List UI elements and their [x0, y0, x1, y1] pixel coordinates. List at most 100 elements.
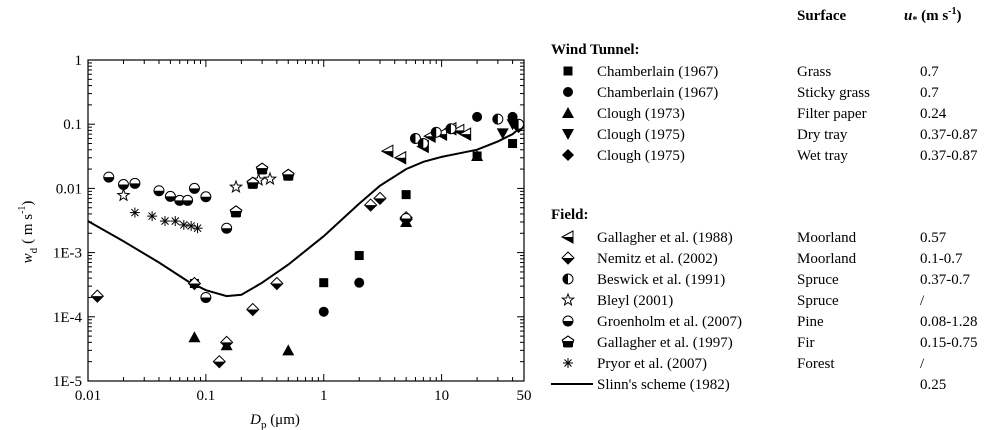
data-point-series-6	[373, 191, 387, 206]
legend-row-5: Gallagher et al. (1988) Moorland 0.57	[560, 230, 947, 246]
data-point-series-9	[200, 291, 212, 303]
legend-row-11: Pryor et al. (2007) Forest /	[563, 356, 925, 372]
legend-surface: Grass	[797, 64, 831, 80]
data-point-series-6	[270, 276, 284, 291]
legend-label: Nemitz et al. (2002)	[597, 251, 718, 267]
x-tick-label: 50	[517, 388, 532, 404]
legend-surface: Moorland	[797, 251, 857, 267]
data-point-series-9	[117, 179, 129, 191]
legend-marker	[562, 107, 574, 118]
data-point-series-11	[159, 216, 170, 227]
legend-surface: Filter paper	[797, 106, 867, 122]
plot-frame	[87, 59, 525, 382]
data-point-series-0	[319, 278, 329, 288]
legend-group-wind-tunnel: Wind Tunnel:	[551, 42, 640, 58]
y-axis-label: wd( m s-1)	[17, 201, 40, 264]
legend-surface: Spruce	[797, 293, 839, 309]
data-point-series-8	[228, 179, 244, 194]
y-tick-label: 1	[75, 53, 83, 69]
legend-marker	[560, 292, 576, 307]
legend-row-10: Gallagher et al. (1997) Fir 0.15-0.75	[561, 335, 978, 351]
slinn-curve-layer	[88, 123, 524, 298]
x-tick-label: 1	[320, 388, 328, 404]
legend-marker	[563, 87, 573, 97]
data-point-series-7	[445, 123, 457, 135]
data-point-series-0	[354, 251, 364, 261]
legend-label: Slinn's scheme (1982)	[597, 377, 730, 393]
legend-row-8: Bleyl (2001) Spruce /	[560, 292, 925, 309]
legend-row-0: Chamberlain (1967) Grass 0.7	[563, 64, 939, 80]
legend-label: Clough (1973)	[597, 106, 685, 122]
legend-surface: Pine	[797, 314, 824, 330]
data-point-series-11	[129, 207, 140, 218]
data-point-series-7	[409, 132, 421, 144]
y-tick-label: 0.01	[56, 181, 82, 197]
legend-label: Pryor et al. (2007)	[597, 356, 707, 372]
data-point-series-10	[282, 168, 295, 181]
legend-header-surface: Surface	[797, 8, 846, 24]
legend-ustar: 0.15-0.75	[920, 335, 978, 351]
legend-marker	[562, 129, 574, 140]
data-point-series-9	[221, 222, 233, 234]
legend-row-2: Clough (1973) Filter paper 0.24	[562, 106, 947, 122]
data-point-series-2	[188, 331, 201, 343]
legend-row-3: Clough (1975) Dry tray 0.37-0.87	[562, 127, 978, 143]
x-axis-label: Dp (μm)	[249, 412, 300, 430]
legend-row-6: Nemitz et al. (2002) Moorland 0.1-0.7	[561, 251, 963, 267]
legend-label: Chamberlain (1967)	[597, 85, 718, 101]
data-point-series-6	[219, 335, 234, 350]
data-point-series-9	[103, 171, 115, 183]
legend-label: Clough (1975)	[597, 148, 685, 164]
data-point-series-6	[90, 289, 105, 303]
data-point-series-9	[129, 177, 141, 189]
legend-marker	[561, 335, 575, 348]
plot-axes	[87, 59, 525, 382]
data-point-series-11	[147, 211, 158, 222]
legend-surface: Fir	[797, 335, 815, 351]
legend-marker	[563, 358, 573, 368]
x-tick-labels: 0.01 0.1 1 10 50	[75, 388, 532, 404]
legend-ustar: 0.37-0.7	[920, 272, 970, 288]
legend-ustar: 0.24	[920, 106, 947, 122]
data-point-series-9	[188, 182, 200, 194]
legend-label: Clough (1975)	[597, 127, 685, 143]
legend-surface: Forest	[797, 356, 835, 372]
y-tick-label: 0.1	[63, 117, 82, 133]
data-point-series-0	[401, 190, 411, 200]
data-point-series-11	[178, 219, 189, 230]
data-point-series-1	[354, 277, 365, 288]
legend-row-4: Clough (1975) Wet tray 0.37-0.87	[562, 148, 978, 164]
legend-label: Gallagher et al. (1988)	[597, 230, 733, 246]
x-tick-label: 10	[434, 388, 449, 404]
data-point-series-10	[255, 162, 269, 175]
legend-row-12: Slinn's scheme (1982) 0.25	[551, 377, 946, 393]
legend-marker	[563, 66, 573, 76]
data-point-series-7	[492, 113, 504, 125]
data-point-series-7	[430, 126, 442, 138]
data-point-series-7	[513, 118, 525, 130]
data-point-series-1	[318, 306, 329, 317]
data-point-series-6	[246, 302, 260, 317]
data-point-series-2	[282, 344, 295, 356]
data-point-series-9	[200, 191, 212, 203]
data-point-series-1	[472, 111, 483, 122]
legend-marker	[562, 149, 574, 161]
legend-marker	[562, 273, 574, 285]
data-point-series-7	[417, 138, 429, 150]
data-point-series-10	[229, 205, 243, 218]
data-markers	[90, 111, 525, 369]
x-tick-label: 0.1	[196, 388, 215, 404]
legend-ustar: 0.7	[920, 64, 939, 80]
legend-label: Chamberlain (1967)	[597, 64, 718, 80]
y-tick-labels: 1 0.1 0.01 1E-3 1E-4 1E-5	[53, 53, 83, 390]
legend-row-7: Beswick et al. (1991) Spruce 0.37-0.7	[562, 272, 970, 288]
data-point-series-9	[400, 212, 412, 224]
data-point-series-6	[363, 198, 378, 212]
legend-marker	[560, 230, 574, 244]
data-point-series-5	[458, 127, 472, 141]
legend-group-field: Field:	[551, 207, 589, 223]
data-point-series-10	[246, 176, 260, 189]
legend-ustar: 0.1-0.7	[920, 251, 963, 267]
data-point-series-5	[380, 144, 394, 159]
